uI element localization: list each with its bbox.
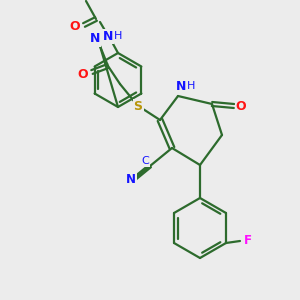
Text: O: O bbox=[78, 68, 88, 80]
Text: N: N bbox=[176, 80, 186, 92]
Text: C: C bbox=[141, 156, 149, 166]
Text: H: H bbox=[114, 31, 122, 41]
Text: O: O bbox=[70, 20, 80, 34]
Text: F: F bbox=[244, 235, 252, 248]
Text: O: O bbox=[236, 100, 246, 112]
Text: N: N bbox=[90, 32, 100, 46]
Text: N: N bbox=[126, 173, 136, 186]
Text: H: H bbox=[187, 81, 195, 91]
Text: N: N bbox=[103, 29, 113, 43]
Text: S: S bbox=[134, 100, 142, 112]
Text: H: H bbox=[103, 34, 111, 44]
